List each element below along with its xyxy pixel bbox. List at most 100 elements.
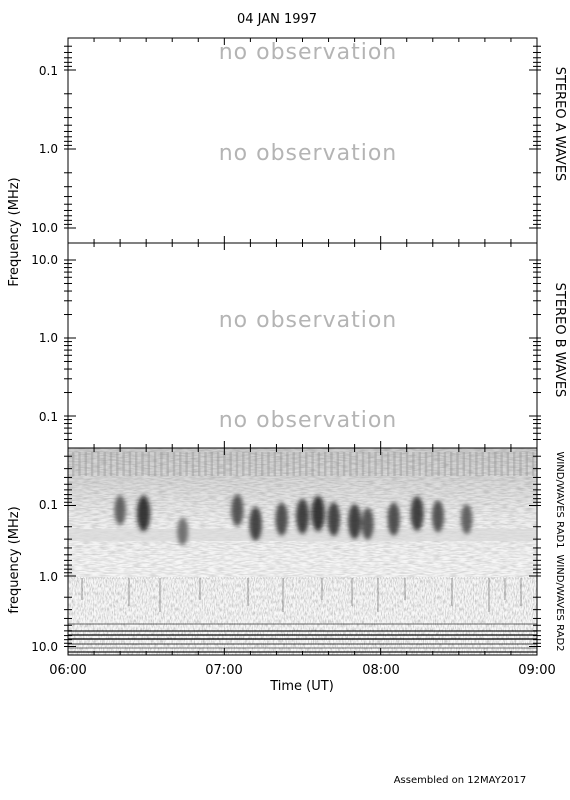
wind-stripe [135,452,138,476]
ylabel-top: Frequency (MHz) [7,177,22,286]
wind-stripe [191,452,195,476]
wind-stripe [500,452,503,476]
wind-stripe [330,452,333,476]
wind-stripe [210,452,213,476]
wind-stripe [160,452,163,476]
wind-stripe [361,452,365,476]
wind-stripes [72,452,535,476]
wind-stripe [324,452,327,476]
wind-stripe [475,452,478,476]
wind-stripe [248,452,251,476]
wind-stripe [462,452,465,476]
panel-a-ticks [64,38,541,243]
wind-stripe [418,452,421,476]
xtick-0800: 08:00 [362,663,399,678]
wind-burst [361,507,374,540]
wind-stripe [103,452,106,476]
wind-burst [311,495,325,532]
ylabel-bottom: frequency (MHz) [7,506,22,613]
wind-stripe [185,452,188,476]
wind-burst [177,517,189,546]
wind-stripe [147,452,150,476]
panel-wind-ytick-3: 10.0 [31,640,58,654]
wind-burst [231,494,244,527]
figure-title: 04 JAN 1997 [237,12,317,27]
wind-stripe [279,452,283,476]
panel-wind-ticks [64,448,541,655]
panel-b-ytick-3: 0.1 [39,410,58,424]
panel-b-ticks [64,243,541,448]
panel-a-label: STEREO A WAVES [552,67,567,182]
wind-stripe [336,452,339,476]
wind-stripe [374,452,377,476]
panel-a-no-observation-2: no observation [219,141,398,166]
wind-stripe [393,452,396,476]
wind-stripe [179,452,182,476]
wind-stripe [387,452,390,476]
wind-burst [431,500,445,533]
wind-stripe [506,452,510,476]
panel-wind: 0.1 1.0 10.0 WIND/WAVES RAD1 WIND/WAVES … [31,447,565,656]
wind-spectrogram [68,448,537,655]
wind-burst [327,502,341,537]
wind-stripe [242,452,245,476]
wind-burst [387,502,400,536]
xtick-0600: 06:00 [49,663,86,678]
wind-stripe [84,452,87,476]
wind-stripe [128,452,132,476]
wind-burst [348,504,362,540]
wind-stripe [450,452,453,476]
wind-stripe [412,452,415,476]
wind-stripe [223,452,226,476]
wind-burst [295,498,310,534]
wind-stripe [487,452,491,476]
wind-stripe [286,452,289,476]
panel-a-ytick-1: 0.1 [39,64,58,78]
wind-stripe [267,452,270,476]
wind-burst [275,502,288,536]
wind-stripe [141,452,144,476]
footer-text: Assembled on 12MAY2017 [394,775,527,786]
wind-stripe [494,452,497,476]
wind-stripe [97,452,100,476]
panel-stereo-a: 0.1 1.0 10.0 no observation no observati… [31,37,567,244]
wind-stripe [456,452,459,476]
wind-stripe [342,452,346,476]
xtick-0700: 07:00 [205,663,242,678]
wind-stripe [311,452,314,476]
wind-stripe [481,452,484,476]
wind-stripe [109,452,113,476]
panel-stereo-b: 10.0 1.0 0.1 no observation no observati… [31,242,567,449]
xlabel: Time (UT) [269,679,334,694]
wind-stripe [519,452,522,476]
wind-burst [249,506,262,541]
panel-wind-ytick-1: 0.1 [39,498,58,512]
wind-stripe [72,452,75,476]
wind-stripe [153,452,157,476]
wind-stripe [78,452,81,476]
wind-stripe [204,452,207,476]
wind-stripe [443,452,447,476]
panel-a-frame [67,37,538,244]
wind-stripe [468,452,472,476]
panel-a-ytick-3: 10.0 [31,221,58,235]
wind-stripe [513,452,516,476]
wind-stripe [292,452,295,476]
panel-b-no-observation-2: no observation [219,408,398,433]
wind-stripe [349,452,352,476]
panel-wind-ytick-2: 1.0 [39,570,58,584]
panel-wind-label-rad2: WIND/WAVES RAD2 [554,554,565,651]
panel-wind-label-rad1: WIND/WAVES RAD1 [554,451,565,548]
xtick-0900: 09:00 [518,663,555,678]
wind-stripe [261,452,264,476]
wind-stripe [531,452,535,476]
wind-stripe [198,452,201,476]
panel-b-label: STEREO B WAVES [552,283,567,398]
wind-stripe [90,452,94,476]
wind-stripe [355,452,358,476]
wind-stripe [399,452,402,476]
wind-bursts [114,494,473,546]
panel-b-ytick-1: 10.0 [31,253,58,267]
wind-burst [410,496,424,531]
